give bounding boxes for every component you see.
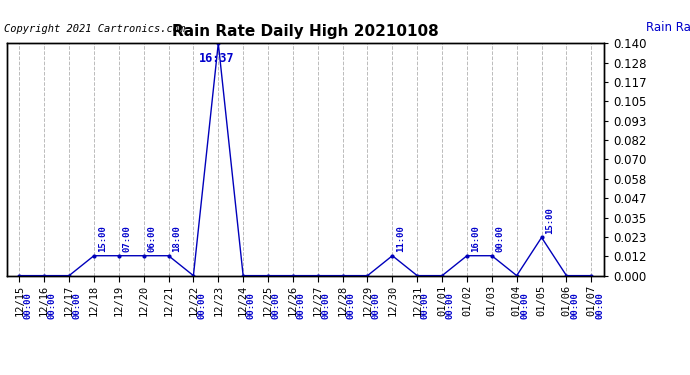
Text: 01/07: 01/07 <box>586 285 596 316</box>
Text: 06:00: 06:00 <box>148 225 157 252</box>
Text: 12/21: 12/21 <box>164 285 174 316</box>
Text: Rain Rate  (Inches/Hour): Rain Rate (Inches/Hour) <box>646 21 690 34</box>
Text: 00:00: 00:00 <box>371 292 380 319</box>
Text: 00:00: 00:00 <box>23 292 32 319</box>
Text: 12/30: 12/30 <box>387 285 397 316</box>
Text: 12/27: 12/27 <box>313 285 323 316</box>
Text: 00:00: 00:00 <box>197 292 206 319</box>
Text: 12/16: 12/16 <box>39 285 49 316</box>
Text: 16:37: 16:37 <box>199 52 234 64</box>
Text: 12/19: 12/19 <box>114 285 124 316</box>
Text: 12/28: 12/28 <box>337 285 348 316</box>
Text: 00:00: 00:00 <box>48 292 57 319</box>
Text: 12/17: 12/17 <box>64 285 74 316</box>
Text: 16:00: 16:00 <box>471 225 480 252</box>
Text: 12/20: 12/20 <box>139 285 148 316</box>
Text: 00:00: 00:00 <box>421 292 430 319</box>
Text: 07:00: 07:00 <box>123 225 132 252</box>
Text: 01/03: 01/03 <box>487 285 497 316</box>
Text: 00:00: 00:00 <box>446 292 455 319</box>
Text: 00:00: 00:00 <box>247 292 256 319</box>
Text: 12/22: 12/22 <box>188 285 199 316</box>
Text: 00:00: 00:00 <box>495 225 504 252</box>
Text: 01/02: 01/02 <box>462 285 472 316</box>
Text: 00:00: 00:00 <box>272 292 281 319</box>
Text: 12/23: 12/23 <box>213 285 224 316</box>
Text: 00:00: 00:00 <box>297 292 306 319</box>
Text: 18:00: 18:00 <box>172 225 181 252</box>
Text: Copyright 2021 Cartronics.com: Copyright 2021 Cartronics.com <box>4 24 185 34</box>
Text: 12/31: 12/31 <box>412 285 422 316</box>
Text: 00:00: 00:00 <box>595 292 604 319</box>
Text: 12/29: 12/29 <box>362 285 373 316</box>
Text: 12/25: 12/25 <box>263 285 273 316</box>
Text: 12/18: 12/18 <box>89 285 99 316</box>
Text: 11:00: 11:00 <box>396 225 405 252</box>
Text: 01/01: 01/01 <box>437 285 447 316</box>
Text: 01/04: 01/04 <box>512 285 522 316</box>
Text: 00:00: 00:00 <box>520 292 529 319</box>
Text: 00:00: 00:00 <box>322 292 331 319</box>
Text: 00:00: 00:00 <box>73 292 82 319</box>
Text: 01/06: 01/06 <box>562 285 571 316</box>
Text: 01/05: 01/05 <box>537 285 546 316</box>
Text: 12/24: 12/24 <box>238 285 248 316</box>
Text: 15:00: 15:00 <box>545 207 554 234</box>
Text: 00:00: 00:00 <box>570 292 579 319</box>
Text: 00:00: 00:00 <box>346 292 355 319</box>
Text: 15:00: 15:00 <box>98 225 107 252</box>
Text: 12/26: 12/26 <box>288 285 298 316</box>
Text: 12/15: 12/15 <box>14 285 24 316</box>
Title: Rain Rate Daily High 20210108: Rain Rate Daily High 20210108 <box>172 24 439 39</box>
